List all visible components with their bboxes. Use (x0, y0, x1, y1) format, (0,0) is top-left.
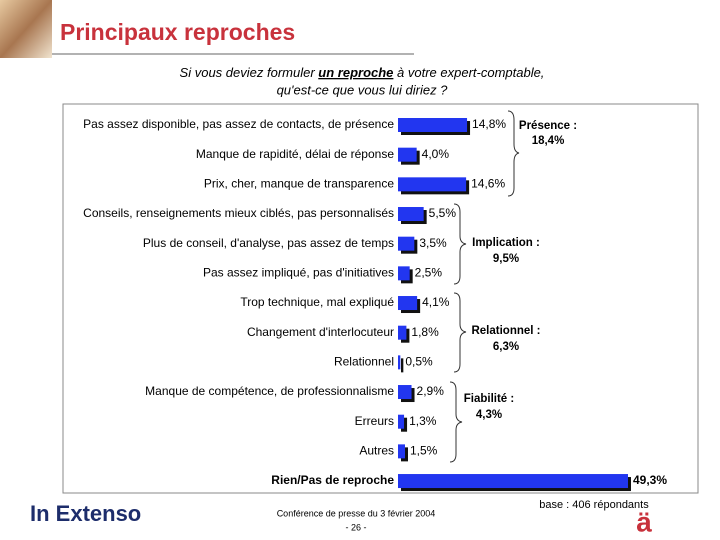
group-value: 6,3% (493, 341, 519, 353)
group-label: Fiabilité : (464, 393, 514, 405)
slide-title: Principaux reproches (60, 19, 295, 45)
brace (453, 292, 467, 373)
bar (398, 207, 424, 222)
value-label: 5,5% (429, 206, 457, 220)
question-line-1: Si vous deviez formuler un reproche à vo… (180, 65, 545, 80)
bar (398, 266, 410, 281)
bar (398, 118, 468, 132)
value-label: 49,3% (633, 473, 667, 487)
bar (398, 325, 407, 340)
bar (398, 355, 401, 370)
category-label: Manque de rapidité, délai de réponse (196, 147, 394, 161)
bar (398, 414, 405, 429)
brand-logo: In Extenso (30, 501, 141, 526)
value-label: 2,9% (417, 384, 445, 398)
category-label: Changement d'interlocuteur (247, 325, 394, 339)
footer-event: Conférence de presse du 3 février 2004 (277, 508, 436, 518)
value-label: 14,8% (472, 117, 506, 131)
value-label: 14,6% (471, 177, 505, 191)
value-label: 4,0% (422, 147, 450, 161)
category-label: Pas assez disponible, pas assez de conta… (83, 117, 394, 131)
category-label: Trop technique, mal expliqué (240, 295, 394, 309)
bar (398, 385, 412, 400)
footer-page: - 26 - (345, 522, 366, 532)
footer-base: base : 406 répondants (539, 499, 649, 511)
group-braces (449, 110, 520, 463)
value-label: 0,5% (405, 355, 433, 369)
value-label: 2,5% (415, 266, 443, 280)
value-label: 1,8% (411, 325, 439, 339)
bar (398, 474, 628, 489)
group-label: Relationnel : (471, 325, 540, 337)
value-label: 3,5% (419, 236, 447, 250)
question-part: Si vous deviez formuler (180, 65, 319, 80)
value-label: 1,3% (409, 414, 437, 428)
category-label: Prix, cher, manque de transparence (204, 177, 394, 191)
category-label: Pas assez impliqué, pas d'initiatives (203, 266, 394, 280)
group-value: 4,3% (476, 409, 502, 421)
question-emphasis: un reproche (318, 65, 393, 80)
category-label: Conseils, renseignements mieux ciblés, p… (83, 206, 394, 220)
bar-shadow (401, 358, 404, 373)
brace (507, 110, 520, 197)
question-line-2: qu'est-ce que vous lui diriez ? (277, 82, 449, 97)
group-value: 18,4% (532, 135, 565, 147)
group-label: Présence : (519, 120, 577, 132)
bar (398, 236, 415, 251)
chart-frame (62, 103, 699, 494)
category-label: Manque de compétence, de professionnalis… (145, 384, 394, 398)
category-label: Relationnel (334, 355, 394, 369)
bar (398, 147, 417, 162)
brace (453, 203, 467, 285)
value-label: 4,1% (422, 295, 450, 309)
category-label: Rien/Pas de reproche (271, 473, 394, 487)
brace (449, 381, 463, 463)
bar (398, 444, 405, 459)
header-photo (0, 0, 52, 58)
question-part: à votre expert-comptable, (393, 65, 544, 80)
category-label: Autres (359, 444, 394, 458)
partner-logo: ä (636, 506, 652, 537)
group-value: 9,5% (493, 253, 519, 265)
category-label: Erreurs (355, 414, 394, 428)
category-label: Plus de conseil, d'analyse, pas assez de… (143, 236, 394, 250)
value-label: 1,5% (410, 444, 438, 458)
group-label: Implication : (472, 237, 540, 249)
bar (398, 177, 467, 192)
bar (398, 296, 418, 311)
